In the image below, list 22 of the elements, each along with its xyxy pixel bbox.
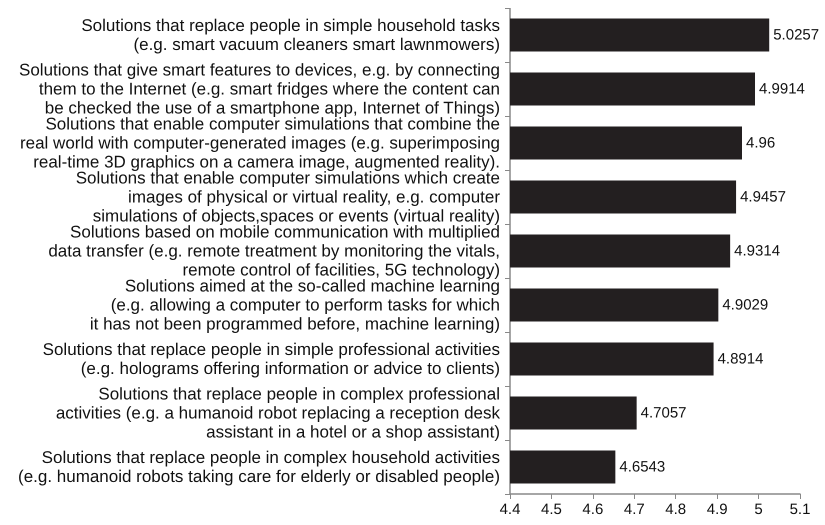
x-tick-label: 4.8 [665,501,686,518]
y-tick-label: Solutions that replace people in complex household activities (e.g. humanoid robots taking care for elderly or disabled people) [18,448,500,486]
data-label: 4.96 [746,134,776,152]
x-tick-label: 5 [754,501,763,518]
data-label: 4.8914 [718,350,764,368]
x-tick-label: 4.9 [706,501,728,518]
x-tick-label: 4.7 [624,501,645,518]
data-label: 4.9029 [722,296,768,314]
y-tick-label: Solutions that replace people in complex professional activities (e.g. a humanoid robot replacing a reception desk assistant in a hotel or a shop assistant) [56,384,500,442]
y-tick-label: Solutions that replace people in simple household tasks (e.g. smart vacuum cleaners smart lawnmowers) [81,16,500,54]
data-label: 4.9314 [734,242,780,260]
y-tick-label: Solutions that give smart features to devices, e.g. by connecting them to the Internet (e.g. smart fridges where the content can be checked the use of a smartphone app, Internet of Things) [19,60,500,118]
x-tick-label: 5.1 [790,501,810,518]
data-label: 5.0257 [773,26,820,44]
x-tick-label: 4.4 [500,501,520,518]
data-label: 4.6543 [619,458,666,476]
data-label: 4.7057 [640,404,687,422]
y-tick-label: Solutions that replace people in simple professional activities (e.g. holograms offering information or advice to clients) [42,340,500,378]
x-tick-label: 4.5 [541,501,562,518]
data-label: 4.9457 [740,188,786,206]
data-label: 4.9914 [759,80,805,98]
x-tick-label: 4.6 [582,501,604,518]
